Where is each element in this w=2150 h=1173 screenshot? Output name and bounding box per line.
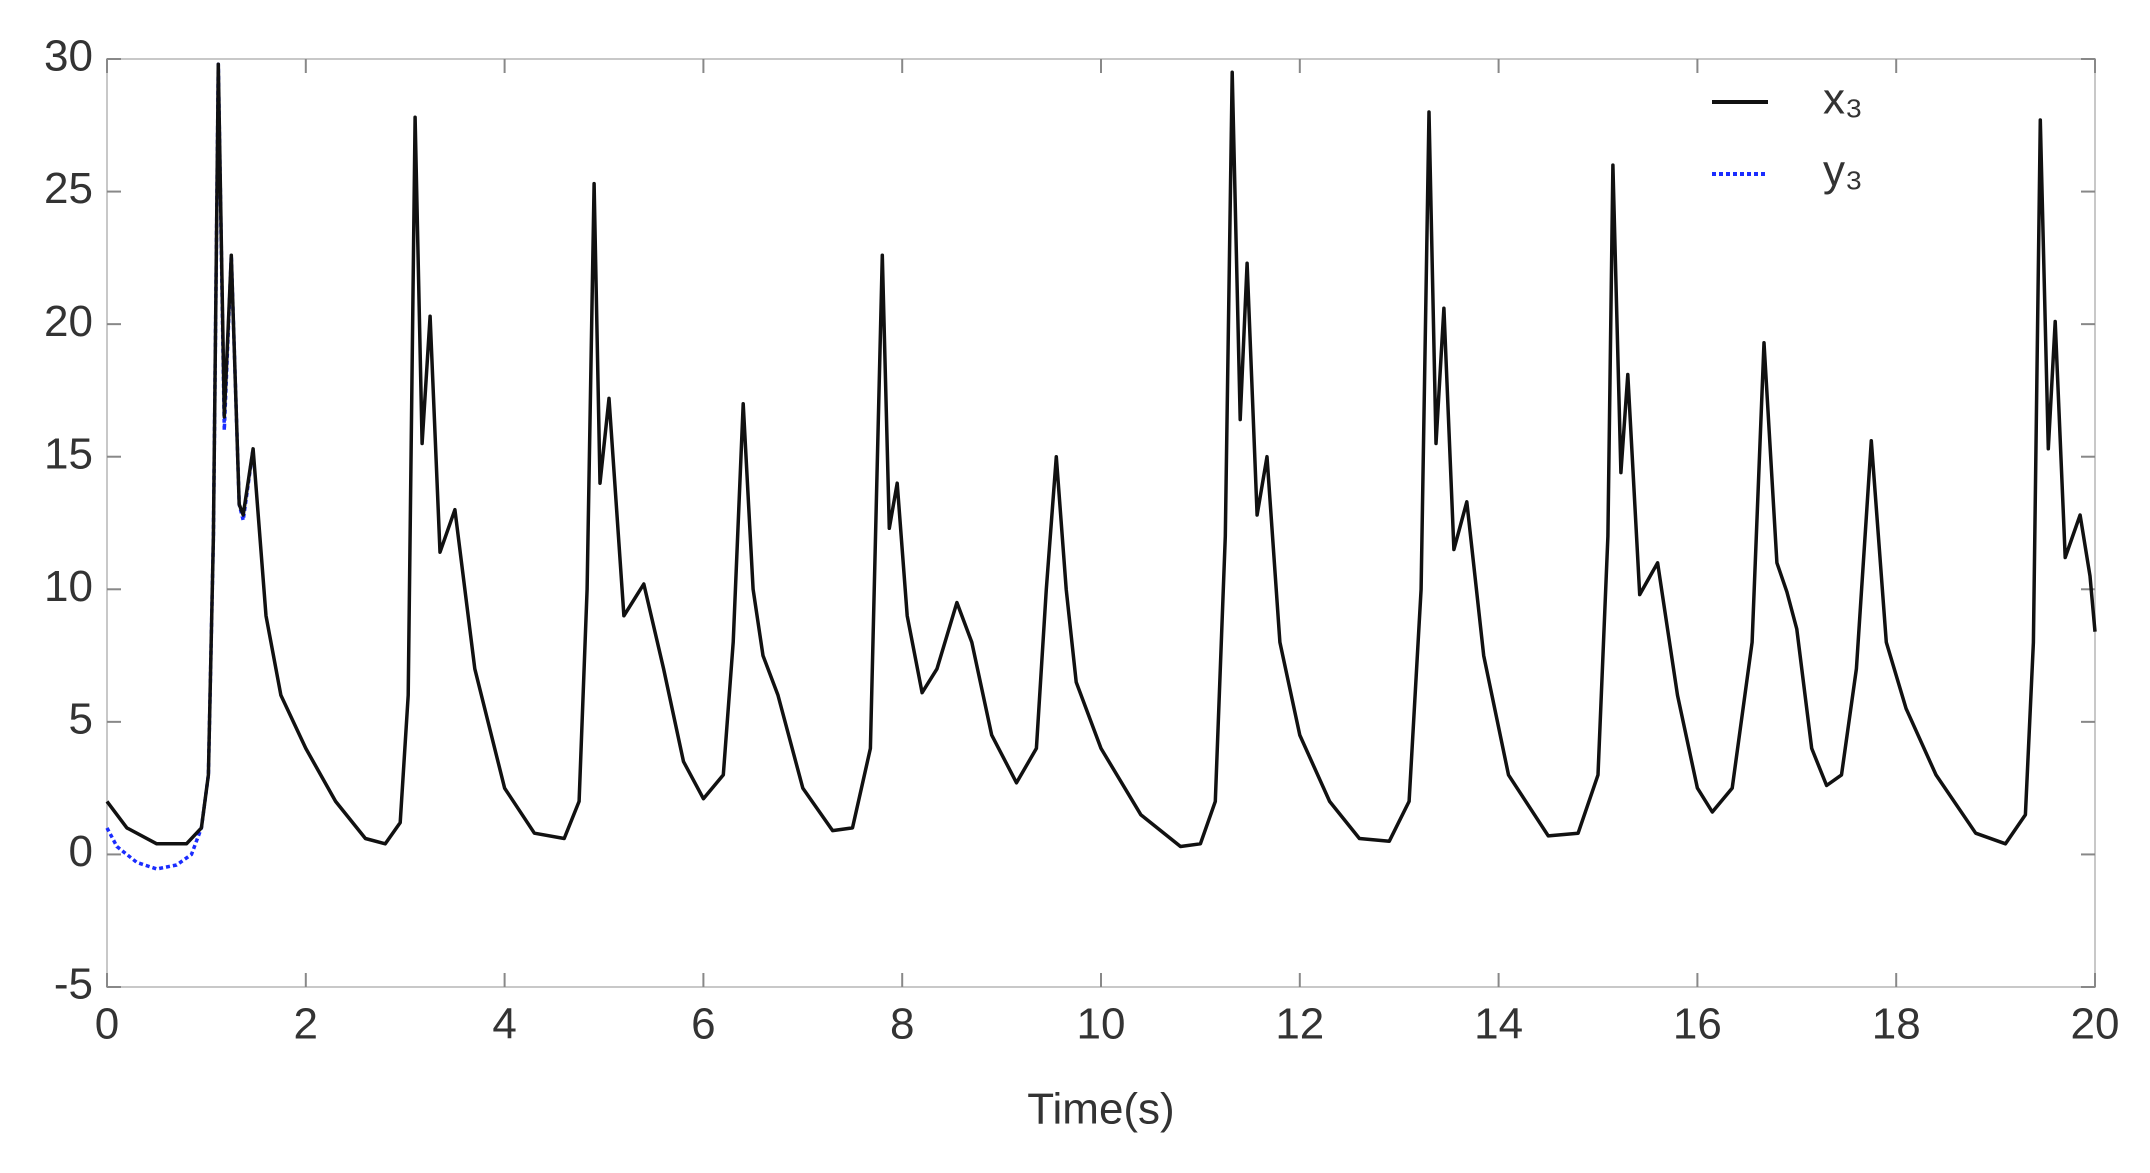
y-tick-label: 30 [44, 32, 93, 81]
x-tick-label: 14 [1474, 1000, 1523, 1049]
series-line [105, 62, 2097, 849]
x-tick-label: 0 [95, 1000, 119, 1049]
legend-label: x₃ [1823, 75, 1863, 124]
x-tick-label: 16 [1673, 1000, 1722, 1049]
legend-label: y₃ [1823, 147, 1863, 196]
x-axis-label: Time(s) [1027, 1085, 1174, 1134]
y-tick-label: -5 [54, 960, 93, 1009]
x-tick-label: 20 [2071, 1000, 2120, 1049]
x-tick-label: 4 [492, 1000, 516, 1049]
x-tick-label: 6 [691, 1000, 715, 1049]
x-tick-label: 10 [1077, 1000, 1126, 1049]
y-tick-label: 15 [44, 429, 93, 478]
x-tick-label: 18 [1872, 1000, 1921, 1049]
y-tick-label: 5 [69, 694, 93, 743]
y-tick-label: 20 [44, 297, 93, 346]
y-tick-label: 25 [44, 164, 93, 213]
x-tick-label: 12 [1275, 1000, 1324, 1049]
plot-frame [106, 58, 2096, 988]
series-line [105, 62, 255, 871]
x-tick-label: 8 [890, 1000, 914, 1049]
y-tick-label: 10 [44, 562, 93, 611]
x-tick-label: 2 [294, 1000, 318, 1049]
y-tick-label: 0 [69, 827, 93, 876]
